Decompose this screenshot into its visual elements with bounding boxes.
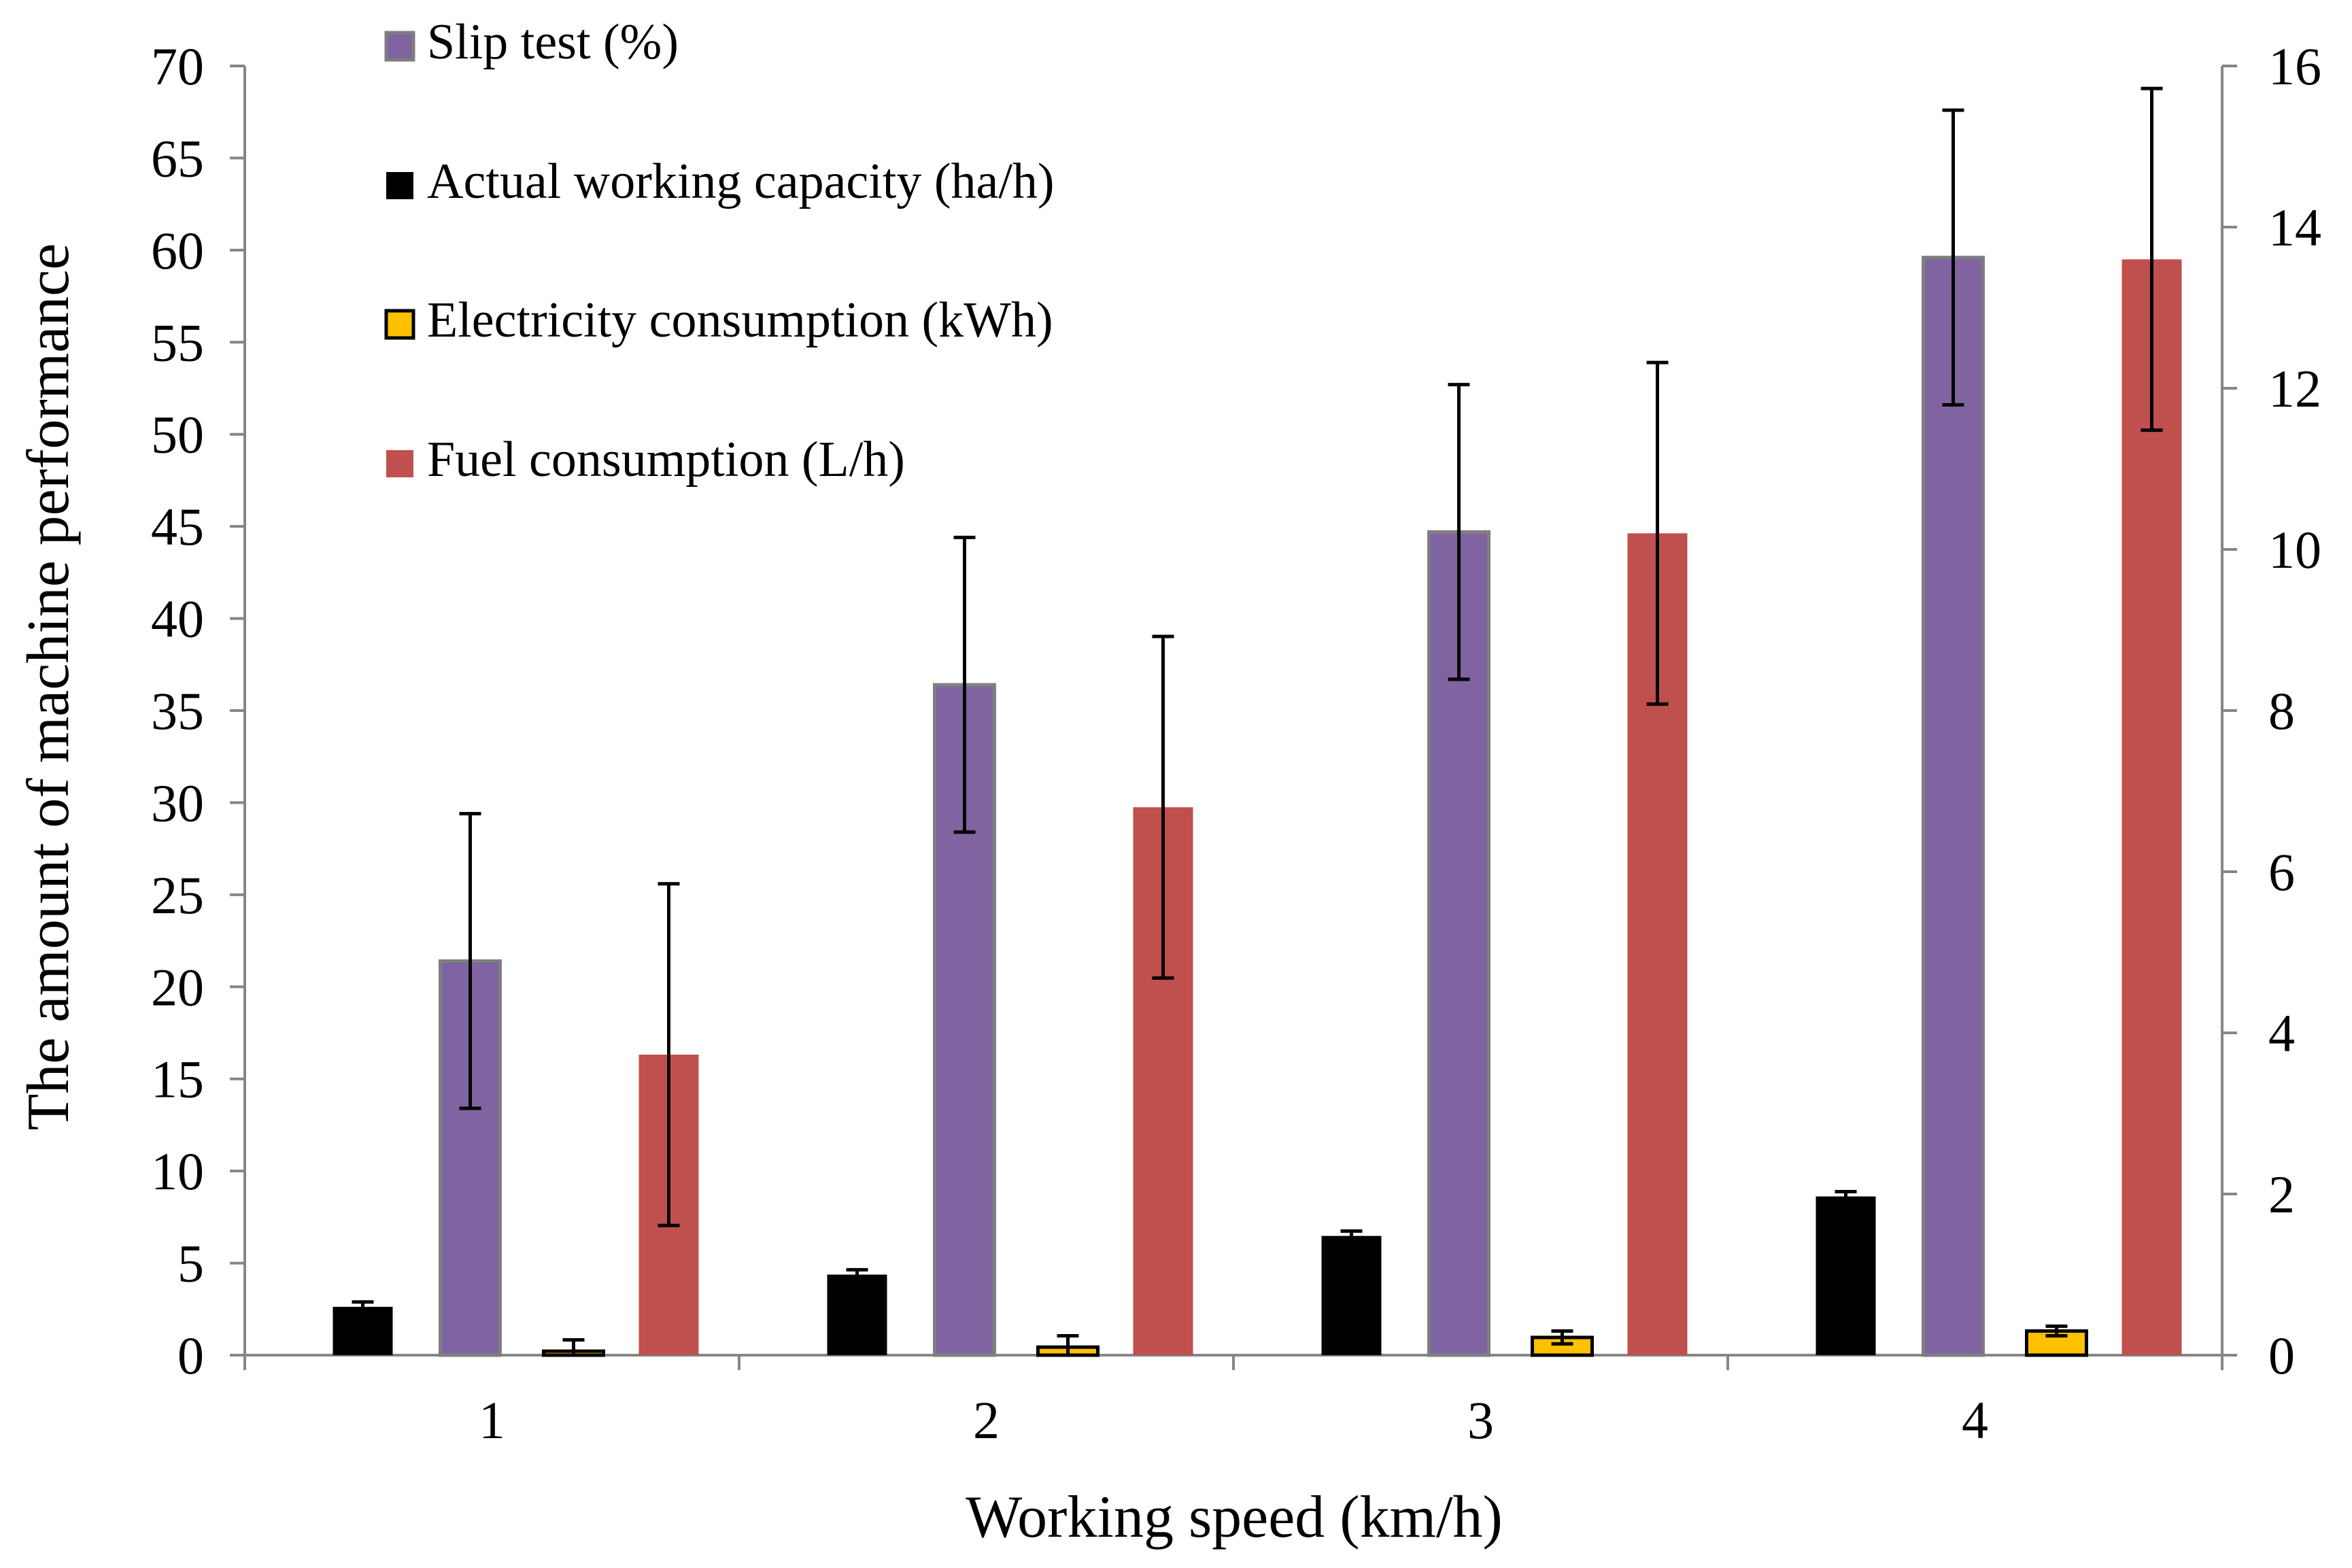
- y-left-tick-label: 35: [151, 681, 204, 740]
- y-right-tick-label: 4: [2268, 1004, 2295, 1063]
- bar: [1321, 1235, 1382, 1355]
- y-left-tick-label: 10: [151, 1142, 204, 1201]
- y-axis-title: The amount of machine performance: [16, 243, 82, 1131]
- y-left-tick-label: 15: [151, 1050, 204, 1109]
- legend-entry-label: Actual working capacity (ha/h): [427, 154, 1055, 209]
- legend-swatch: [386, 172, 413, 199]
- y-right-tick-label: 10: [2268, 520, 2321, 579]
- legend-swatch: [384, 31, 415, 62]
- x-tick-label: 3: [1467, 1391, 1494, 1450]
- legend: Slip test (%) Actual working capacity (ha…: [384, 14, 1055, 488]
- y-right-tick-label: 16: [2268, 37, 2321, 96]
- bars-group: [333, 256, 2182, 1357]
- bar: [827, 1274, 887, 1355]
- legend-entry-label: Slip test (%): [427, 14, 679, 70]
- y-left-tick-label: 20: [151, 957, 204, 1017]
- x-tick-label: 2: [973, 1391, 1000, 1450]
- legend-entry-label: Electricity consumption (kWh): [427, 292, 1053, 348]
- y-left-tick-label: 40: [151, 590, 204, 649]
- bar: [1922, 256, 1985, 1357]
- y-left-tick-label: 25: [151, 866, 204, 925]
- axes-group: 0510152025303540455055606570024681012141…: [151, 37, 2321, 1450]
- x-axis-title: Working speed (km/h): [966, 1484, 1503, 1550]
- legend-entry-label: Fuel consumption (L/h): [427, 432, 905, 488]
- legend-swatch: [386, 450, 413, 477]
- y-left-tick-label: 70: [151, 37, 204, 96]
- y-left-tick-label: 60: [151, 221, 204, 280]
- y-left-tick-label: 5: [177, 1234, 204, 1293]
- y-right-tick-label: 12: [2268, 359, 2321, 418]
- bar: [1816, 1196, 1876, 1355]
- y-right-tick-label: 0: [2268, 1326, 2295, 1385]
- y-left-tick-label: 45: [151, 497, 204, 556]
- y-left-tick-label: 0: [177, 1326, 204, 1385]
- y-right-tick-label: 14: [2268, 198, 2321, 257]
- bar: [333, 1306, 393, 1355]
- x-tick-label: 1: [479, 1391, 505, 1450]
- y-left-tick-label: 50: [151, 405, 204, 464]
- y-right-tick-label: 6: [2268, 842, 2295, 902]
- error-bars-group: [352, 86, 2163, 1357]
- y-left-tick-label: 55: [151, 313, 204, 372]
- y-left-tick-label: 65: [151, 129, 204, 188]
- x-tick-label: 4: [1962, 1391, 1988, 1450]
- bar: [2121, 259, 2182, 1355]
- y-right-tick-label: 8: [2268, 681, 2295, 740]
- y-right-tick-label: 2: [2268, 1165, 2295, 1224]
- legend-swatch: [384, 309, 415, 340]
- y-left-tick-label: 30: [151, 773, 204, 832]
